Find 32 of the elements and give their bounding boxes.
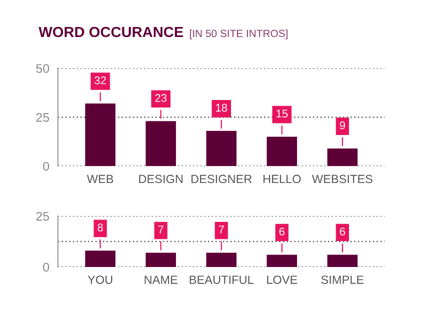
data-label: 7 (158, 226, 164, 234)
x-tick-label: WEBSITES (312, 174, 372, 184)
y-tick-label: 0 (43, 162, 50, 171)
bar (327, 148, 358, 166)
chart-subtitle: [IN 50 SITE INTROS] (190, 29, 288, 40)
bar (85, 104, 116, 166)
y-tick-label: 25 (36, 212, 50, 221)
x-tick-label: HELLO (264, 174, 301, 184)
bar (206, 130, 236, 166)
x-tick-label: BEAUTIFUL (190, 276, 254, 284)
x-tick-label: DESIGN (139, 174, 182, 184)
y-tick-label: 25 (36, 113, 50, 122)
bar (266, 136, 298, 166)
x-tick-label: LOVE (267, 276, 298, 284)
data-label: 6 (279, 228, 284, 236)
x-tick-label: DESIGNER (192, 174, 252, 184)
data-label: 15 (276, 110, 288, 118)
data-label: 18 (216, 104, 228, 112)
x-tick-label: SIMPLE (321, 276, 364, 284)
data-label: 6 (340, 228, 346, 236)
data-label: 8 (98, 224, 103, 232)
data-label: 7 (218, 226, 224, 234)
x-tick-label: NAME (144, 276, 178, 284)
x-tick-label: WEB (86, 174, 114, 184)
y-tick-label: 0 (43, 262, 50, 272)
data-label: 9 (340, 121, 345, 130)
bar (146, 121, 176, 166)
x-tick-label: YOU (88, 276, 112, 284)
data-label: 23 (155, 94, 167, 102)
chart-title: WORD OCCURANCE (38, 26, 184, 38)
data-label: 32 (94, 76, 106, 84)
y-tick-label: 50 (36, 64, 50, 73)
